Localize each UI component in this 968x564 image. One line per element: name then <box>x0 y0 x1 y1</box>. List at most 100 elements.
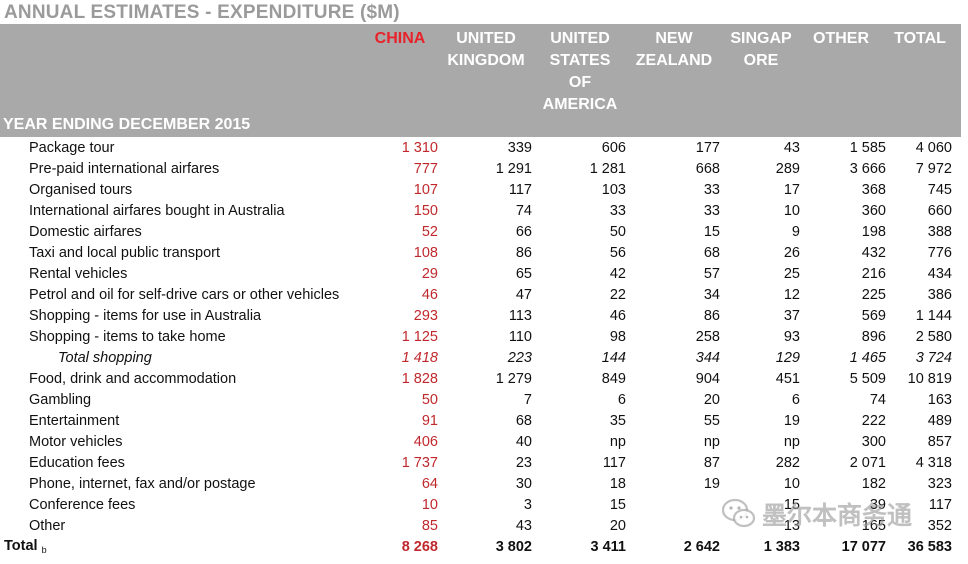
cell-value: 165 <box>861 517 886 534</box>
cell-value: 20 <box>703 391 720 408</box>
cell-value: 85 <box>421 517 438 534</box>
table-row: Organised tours 107 117 103 33 17 368 745 <box>0 179 961 200</box>
row-label-text: Rental vehicles <box>29 265 128 282</box>
row-label: Gambling <box>0 389 359 410</box>
cell-value: 10 <box>783 475 800 492</box>
cell-value: 144 <box>601 349 626 366</box>
cell-value: 1 585 <box>849 139 886 156</box>
cell-value: 9 <box>791 223 800 240</box>
cell-value: 34 <box>703 286 720 303</box>
cell-value: 19 <box>703 475 720 492</box>
cell-value: 777 <box>413 160 438 177</box>
cell-value: 216 <box>861 265 886 282</box>
table-row: Conference fees 10 3 15 15 39 117 <box>0 494 961 515</box>
cell-value: 293 <box>413 307 438 324</box>
cell-value: 74 <box>515 202 532 219</box>
cell-value: 129 <box>775 349 800 366</box>
cell-value: 15 <box>609 496 626 513</box>
cell-value: 406 <box>413 433 438 450</box>
cell-value: 98 <box>609 328 626 345</box>
cell-value: 64 <box>421 475 438 492</box>
cell-value: np <box>703 433 720 450</box>
expenditure-table: Package tour 1 310 339 606 177 43 1 585 4 060 Pr… <box>0 137 961 557</box>
cell-value: 3 666 <box>849 160 886 177</box>
total-row: Total b 8 268 3 802 3 411 2 642 1 383 17 077 36 … <box>0 536 961 557</box>
cell-value: 225 <box>861 286 886 303</box>
cell-value: 10 <box>783 202 800 219</box>
cell-value: 1 737 <box>401 454 438 471</box>
cell-value: 20 <box>609 517 626 534</box>
column-header-united-states: UNITED STATES OF AMERICA <box>542 30 618 113</box>
table-row: Education fees 1 737 23 117 87 282 2 071 4 318 <box>0 452 961 473</box>
cell-value: 776 <box>927 244 952 261</box>
cell-value: 107 <box>413 181 438 198</box>
cell-value: 19 <box>783 412 800 429</box>
cell-value: 3 724 <box>915 349 952 366</box>
cell-value: 2 642 <box>683 538 720 555</box>
cell-value: 1 418 <box>401 349 438 366</box>
cell-value: 352 <box>927 517 952 534</box>
cell-value: 163 <box>927 391 952 408</box>
cell-value: 3 <box>523 496 532 513</box>
cell-value: 323 <box>927 475 952 492</box>
cell-value: 108 <box>413 244 438 261</box>
cell-value: 386 <box>927 286 952 303</box>
cell-value: 37 <box>783 307 800 324</box>
watermark-text: 墨尔本商务通 <box>762 502 913 530</box>
cell-value: 1 144 <box>915 307 952 324</box>
row-label-text: Other <box>29 517 66 534</box>
row-label: Other <box>0 515 359 536</box>
cell-value: 52 <box>421 223 438 240</box>
cell-value: 6 <box>617 391 626 408</box>
row-label: Shopping - items to take home <box>0 326 359 347</box>
cell-value: 7 972 <box>915 160 952 177</box>
cell-value: 451 <box>775 370 800 387</box>
cell-value: 896 <box>861 328 886 345</box>
cell-value: 29 <box>421 265 438 282</box>
cell-value: 117 <box>928 496 952 513</box>
cell-value: 46 <box>421 286 438 303</box>
cell-value: 50 <box>421 391 438 408</box>
table-row: Total shopping 1 418 223 144 344 129 1 465 3 72… <box>0 347 961 368</box>
row-label: Phone, internet, fax and/or postage <box>0 473 359 494</box>
row-label-text: Entertainment <box>29 412 120 429</box>
row-label-text: Shopping - items for use in Australia <box>29 307 262 324</box>
row-label: Food, drink and accommodation <box>0 368 359 389</box>
year-ending-label: YEAR ENDING DECEMBER 2015 <box>3 116 251 133</box>
cell-value: 5 509 <box>849 370 886 387</box>
cell-value: 35 <box>609 412 626 429</box>
cell-value: 117 <box>602 454 626 471</box>
row-label: Total shopping <box>0 347 359 368</box>
cell-value: 2 071 <box>849 454 886 471</box>
report-title: ANNUAL ESTIMATES - EXPENDITURE ($M) <box>4 2 400 23</box>
cell-value: 857 <box>927 433 952 450</box>
row-label: Rental vehicles <box>0 263 359 284</box>
row-label-text: Total <box>4 537 38 554</box>
cell-value: 223 <box>507 349 532 366</box>
cell-value: 668 <box>695 160 720 177</box>
cell-value: 25 <box>783 265 800 282</box>
cell-value: 300 <box>861 433 886 450</box>
cell-value: 86 <box>515 244 532 261</box>
table-row: Rental vehicles 29 65 42 57 25 216 434 <box>0 263 961 284</box>
cell-value: 66 <box>515 223 532 240</box>
cell-value: 33 <box>609 202 626 219</box>
cell-value: 4 060 <box>915 139 952 156</box>
cell-value: 6 <box>791 391 800 408</box>
cell-value: 258 <box>695 328 720 345</box>
cell-value: 13 <box>783 517 800 534</box>
cell-value: 110 <box>508 328 532 345</box>
cell-value: 17 077 <box>841 538 886 555</box>
table-row: Motor vehicles 406 40 np np np 300 857 <box>0 431 961 452</box>
row-label-text: Education fees <box>29 454 125 471</box>
table-header-band <box>0 24 961 137</box>
cell-value: 93 <box>783 328 800 345</box>
cell-value: 434 <box>927 265 952 282</box>
cell-value: 15 <box>703 223 720 240</box>
cell-value: 103 <box>601 181 626 198</box>
row-label-text: Conference fees <box>29 496 136 513</box>
row-label-text: Food, drink and accommodation <box>29 370 237 387</box>
cell-value: 1 291 <box>495 160 532 177</box>
cell-value: 282 <box>775 454 800 471</box>
column-header-united-kingdom: UNITED KINGDOM <box>447 30 525 69</box>
